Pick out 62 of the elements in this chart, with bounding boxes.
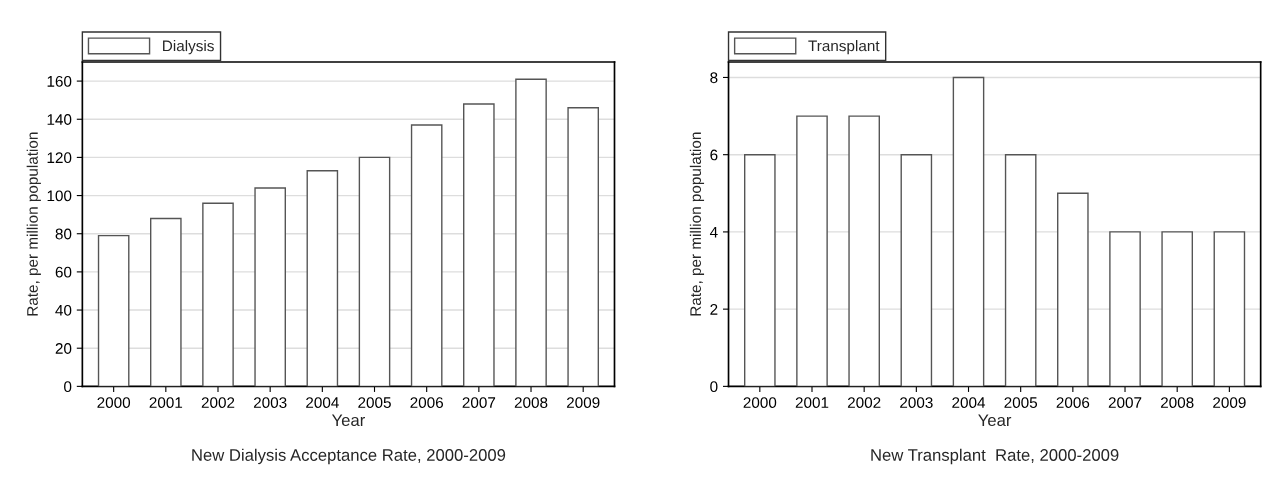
x-tick-label: 2004	[306, 397, 339, 409]
y-tick-label: 120	[47, 152, 72, 164]
y-tick-label: 40	[55, 304, 72, 316]
bar	[952, 76, 985, 387]
x-tick-label: 2007	[462, 397, 496, 409]
x-tick-label: 2002	[847, 397, 881, 409]
x-tick-label: 2006	[1056, 397, 1090, 409]
y-tick-label: 0	[64, 381, 72, 393]
bar	[202, 202, 234, 387]
bar	[306, 170, 339, 387]
legend-label: Dialysis	[163, 40, 214, 55]
y-tick-label: 80	[55, 228, 72, 240]
x-tick-label: 2003	[900, 397, 933, 409]
x-tick-label: 2000	[97, 397, 131, 409]
bar	[744, 153, 776, 387]
y-tick-label: 4	[709, 226, 718, 238]
x-tick-label: 2000	[743, 397, 777, 409]
x-tick-label: 2003	[253, 397, 287, 409]
bar	[150, 217, 182, 387]
bar	[900, 153, 933, 387]
bar	[254, 187, 286, 387]
x-tick-label: 2002	[201, 397, 235, 409]
x-tick-label: 2006	[410, 397, 443, 409]
bar	[1109, 231, 1141, 387]
bar	[97, 234, 130, 387]
y-tick-label: 160	[47, 75, 72, 87]
x-axis-title: Year	[331, 414, 365, 427]
y-tick-label: 0	[710, 381, 718, 393]
bar	[463, 103, 495, 387]
y-axis-title: Rate, per million population	[689, 132, 705, 316]
y-tick-label: 100	[47, 190, 72, 202]
legend-label: Transplant	[808, 40, 880, 55]
x-tick-label: 2007	[1108, 397, 1142, 409]
y-axis-title: Rate, per million population	[26, 132, 41, 316]
x-tick-label: 2004	[952, 397, 986, 409]
bar	[567, 107, 600, 387]
y-tick-label: 6	[710, 149, 718, 161]
bar	[1213, 231, 1246, 387]
bar	[1004, 153, 1037, 387]
bar	[1161, 231, 1194, 387]
y-tick-label: 140	[47, 114, 72, 125]
y-tick-label: 8	[710, 72, 718, 84]
bar	[515, 78, 547, 387]
x-tick-label: 2001	[149, 397, 183, 409]
bar	[410, 124, 443, 387]
x-tick-label: 2009	[566, 397, 600, 409]
bar	[848, 115, 880, 387]
text: New Dialysis Acceptance Rate, 2000-2009	[192, 448, 506, 465]
x-tick-label: 2008	[514, 397, 548, 409]
x-tick-label: 2001	[795, 397, 829, 409]
x-tick-label: 2005	[1004, 397, 1038, 409]
bar	[358, 156, 391, 387]
y-tick-label: 60	[55, 266, 72, 278]
text: New Transplant Rate, 2000-2009	[871, 448, 1119, 465]
bar	[796, 115, 828, 387]
bar	[1057, 192, 1089, 387]
x-axis-title: Year	[978, 414, 1012, 427]
y-tick-label: 20	[55, 343, 72, 354]
x-tick-label: 2005	[358, 397, 391, 409]
y-tick-label: 2	[710, 304, 718, 315]
x-tick-label: 2008	[1160, 397, 1194, 409]
x-tick-label: 2009	[1213, 397, 1246, 409]
